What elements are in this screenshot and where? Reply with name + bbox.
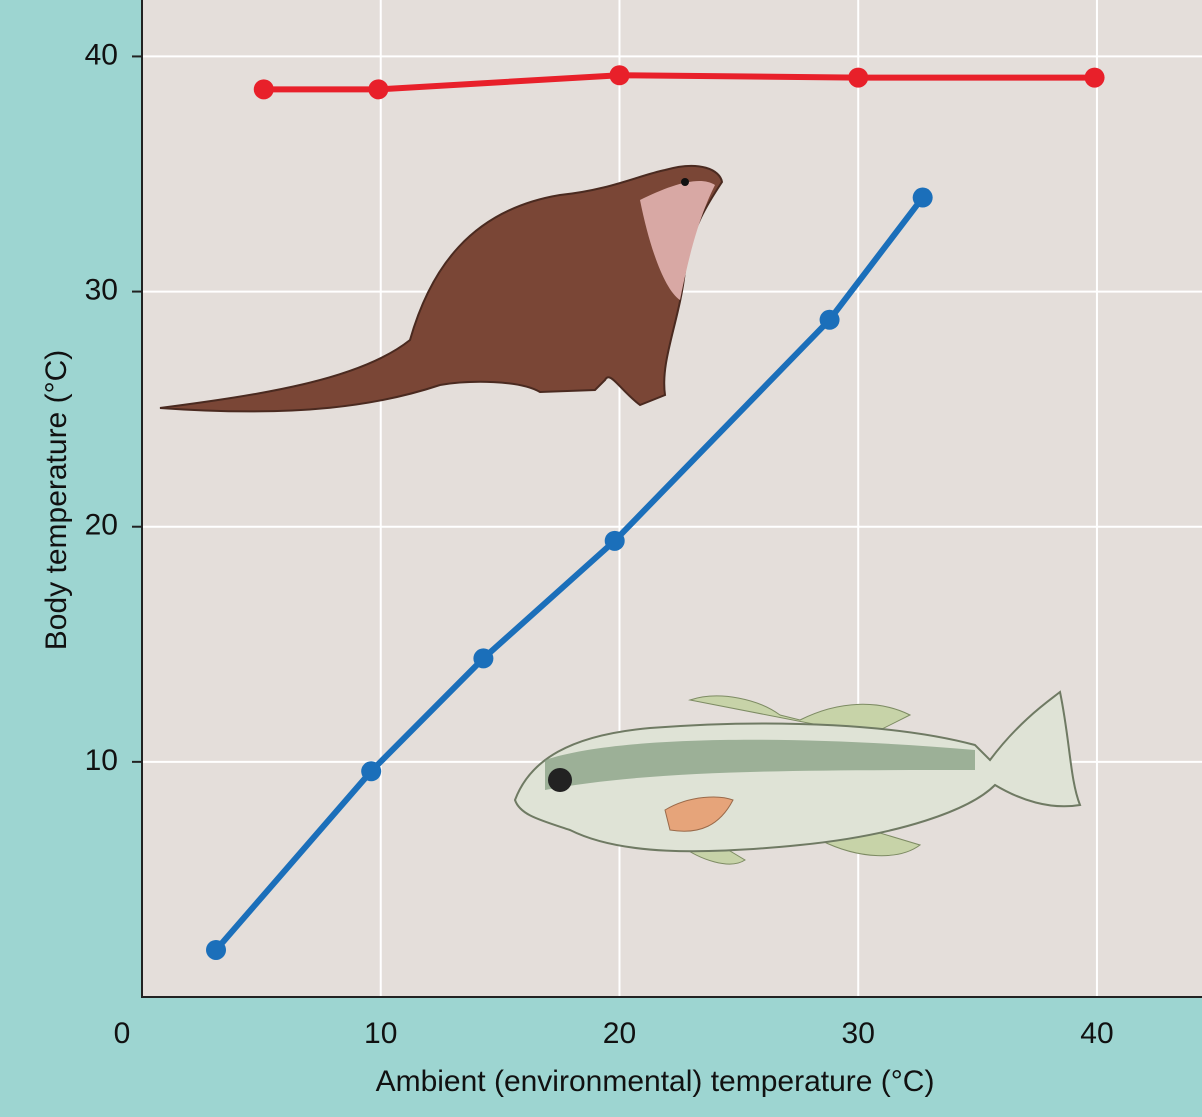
data-point [848, 68, 868, 88]
x-tick-label: 20 [603, 1017, 636, 1050]
data-point [206, 940, 226, 960]
data-point [820, 310, 840, 330]
x-tick-label: 0 [114, 1017, 131, 1050]
data-point [368, 79, 388, 99]
data-point [605, 531, 625, 551]
y-tick-label: 10 [85, 744, 118, 777]
y-tick-label: 30 [85, 273, 118, 306]
chart: Ambient (environmental) temperature (°C)… [0, 0, 1202, 1117]
x-tick-label: 30 [842, 1017, 875, 1050]
x-axis-label: Ambient (environmental) temperature (°C) [376, 1065, 935, 1098]
data-point [913, 188, 933, 208]
data-point [1085, 68, 1105, 88]
y-axis-label: Body temperature (°C) [40, 350, 73, 650]
x-tick-label: 10 [364, 1017, 397, 1050]
y-tick-label: 20 [85, 509, 118, 542]
data-point [361, 761, 381, 781]
data-point [473, 648, 493, 668]
data-point [254, 79, 274, 99]
y-tick-label: 40 [85, 38, 118, 71]
data-point [609, 65, 629, 85]
x-tick-label: 40 [1080, 1017, 1113, 1050]
